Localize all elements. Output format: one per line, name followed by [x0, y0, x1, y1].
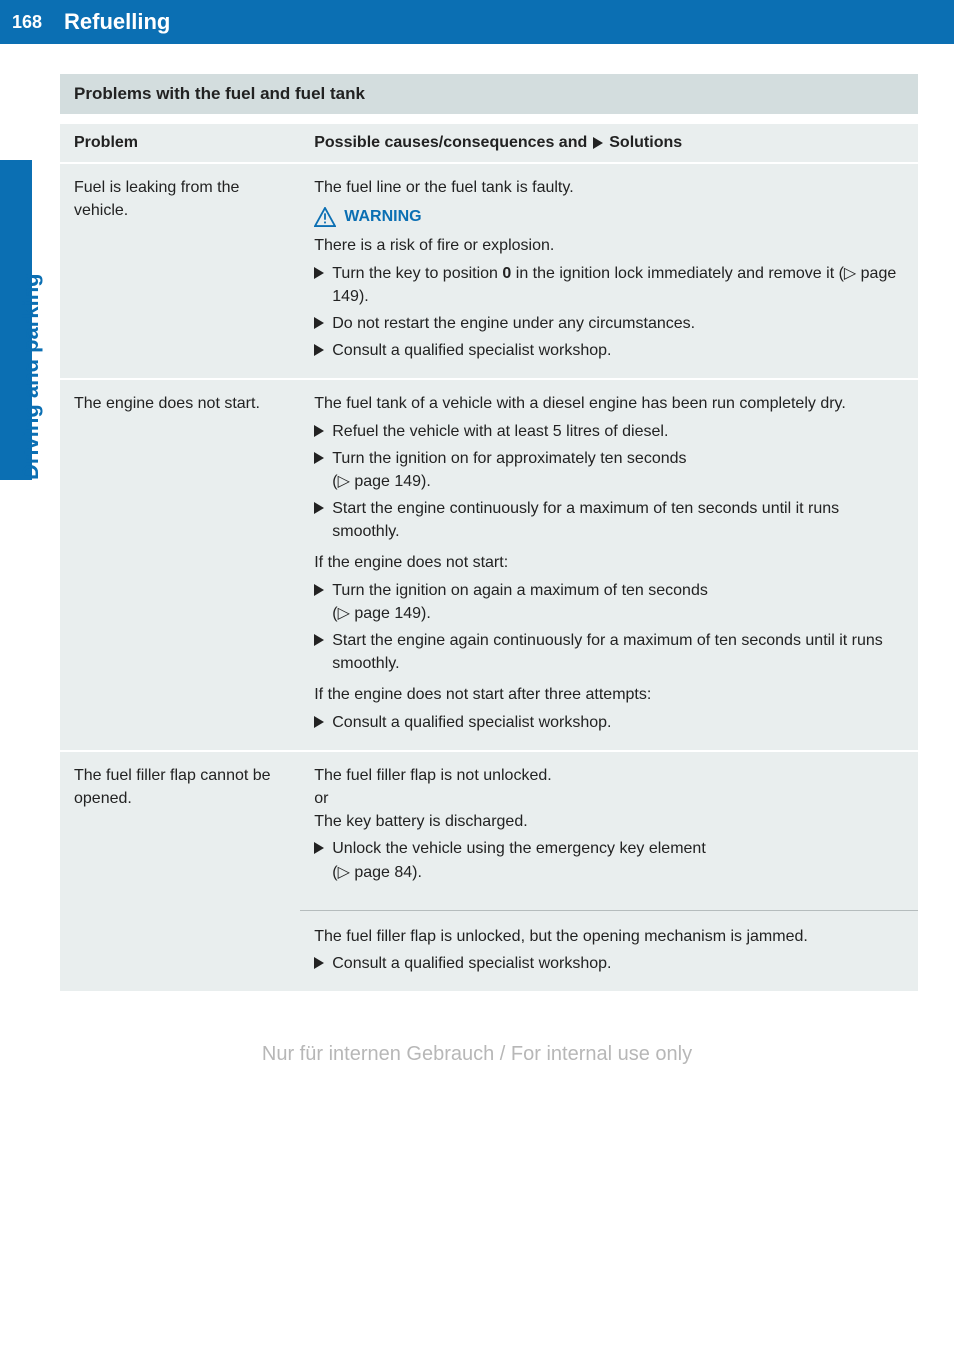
triangle-marker-icon [314, 584, 324, 596]
watermark: Nur für internen Gebrauch / For internal… [0, 993, 954, 1084]
bt-suffix: . [417, 864, 421, 881]
section-heading: Problems with the fuel and fuel tank [60, 74, 918, 114]
bt-suffix: . [426, 473, 430, 490]
triangle-marker-icon [593, 137, 603, 149]
cause-intro: The fuel line or the fuel tank is faulty… [314, 176, 904, 199]
warning-label: WARNING [344, 205, 421, 228]
problem-cell: The engine does not start. [60, 379, 300, 750]
table-row: The fuel filler flap cannot be opened. T… [60, 751, 918, 992]
bt-suffix: . [364, 288, 368, 305]
warning-icon [314, 207, 336, 227]
chapter-title: Refuelling [56, 9, 170, 35]
cause-intro: The fuel tank of a vehicle with a diesel… [314, 392, 904, 415]
table-row: Fuel is leaking from the vehicle. The fu… [60, 163, 918, 379]
bt-text: Turn the ignition on again a maximum of … [332, 582, 708, 599]
triangle-marker-icon [314, 317, 324, 329]
mid-text: If the engine does not start: [314, 551, 904, 574]
page-ref: page 149 [354, 473, 421, 490]
problem-cell: Fuel is leaking from the vehicle. [60, 163, 300, 379]
warning-body: There is a risk of fire or explosion. [314, 234, 904, 257]
bullet-text: Consult a qualified specialist workshop. [332, 711, 611, 734]
solution-cell: The fuel filler flap is not unlocked. or… [300, 751, 918, 992]
triangle-marker-icon [314, 634, 324, 646]
bullet-text: Start the engine again continuously for … [332, 629, 904, 675]
bt-after: in the ignition lock immediately and rem… [511, 265, 838, 282]
bullet-text: Turn the ignition on for approximately t… [332, 447, 686, 493]
col-causes-label: Possible causes/consequences and [314, 134, 587, 152]
solution-cell: The fuel line or the fuel tank is faulty… [300, 163, 918, 379]
bullet-text: Consult a qualified specialist workshop. [332, 952, 611, 975]
table-row: The engine does not start. The fuel tank… [60, 379, 918, 750]
solution-cell: The fuel tank of a vehicle with a diesel… [300, 379, 918, 750]
bullet-text: Start the engine continuously for a maxi… [332, 497, 904, 543]
bullet-text: Do not restart the engine under any circ… [332, 312, 695, 335]
table-header-row: Problem Possible causes/consequences and… [60, 124, 918, 163]
cause-line: The fuel filler flap is unlocked, but th… [314, 925, 904, 948]
col-solutions: Possible causes/consequences and Solutio… [300, 124, 918, 163]
problem-cell: The fuel filler flap cannot be opened. [60, 751, 300, 992]
cause-line: The fuel filler flap is not unlocked. [314, 764, 904, 787]
triangle-marker-icon [314, 425, 324, 437]
problems-table: Problem Possible causes/consequences and… [60, 124, 918, 993]
bullet-text: Turn the ignition on again a maximum of … [332, 579, 708, 625]
col-solutions-label: Solutions [609, 134, 682, 152]
cause-line: or [314, 787, 904, 810]
triangle-marker-icon [314, 957, 324, 969]
bt-text: Unlock the vehicle using the emergency k… [332, 840, 706, 857]
triangle-marker-icon [314, 502, 324, 514]
triangle-marker-icon [314, 267, 324, 279]
cause-line: The key battery is discharged. [314, 810, 904, 833]
col-problem: Problem [60, 124, 300, 163]
triangle-marker-icon [314, 842, 324, 854]
sub-divider [300, 910, 918, 911]
triangle-marker-icon [314, 344, 324, 356]
bt-suffix: . [426, 605, 430, 622]
triangle-marker-icon [314, 452, 324, 464]
bullet-text: Consult a qualified specialist workshop. [332, 339, 611, 362]
bt-bold: 0 [502, 265, 511, 282]
bullet-text: Unlock the vehicle using the emergency k… [332, 837, 706, 883]
page-header: 168 Refuelling [0, 0, 954, 44]
page-ref: page 84 [354, 864, 412, 881]
mid-text: If the engine does not start after three… [314, 683, 904, 706]
bullet-text: Turn the key to position 0 in the igniti… [332, 262, 904, 308]
side-tab-label: Driving and parking [18, 273, 44, 480]
content-area: Problems with the fuel and fuel tank Pro… [60, 44, 918, 993]
bt-before: Turn the key to position [332, 265, 502, 282]
bt-text: Turn the ignition on for approximately t… [332, 450, 686, 467]
triangle-marker-icon [314, 716, 324, 728]
bullet-text: Refuel the vehicle with at least 5 litre… [332, 420, 668, 443]
page-number: 168 [0, 12, 56, 33]
page-ref: page 149 [354, 605, 421, 622]
